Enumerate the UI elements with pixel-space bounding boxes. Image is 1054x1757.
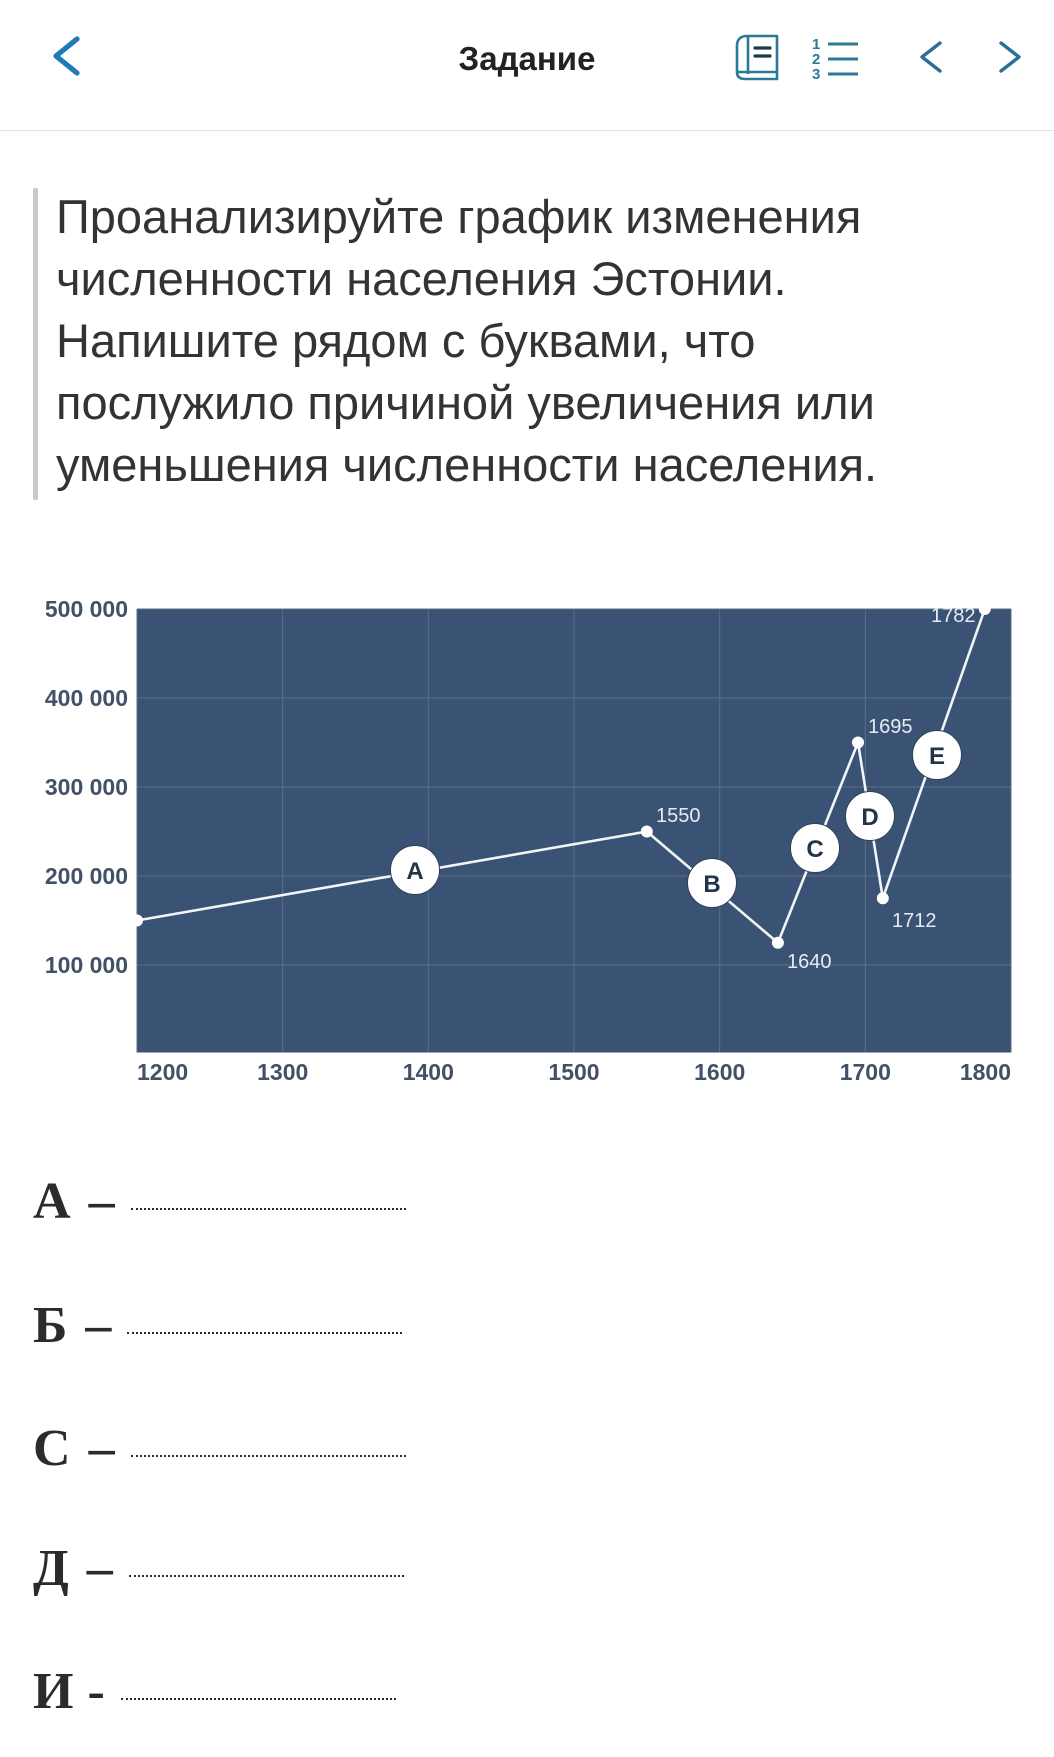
svg-text:1200: 1200: [137, 1059, 188, 1085]
svg-text:100 000: 100 000: [45, 952, 128, 978]
svg-text:1640: 1640: [787, 951, 832, 973]
svg-text:E: E: [929, 743, 945, 770]
svg-text:300 000: 300 000: [45, 774, 128, 800]
svg-text:1600: 1600: [694, 1059, 745, 1085]
svg-text:1712: 1712: [892, 910, 937, 932]
svg-text:1782: 1782: [931, 605, 976, 627]
svg-text:400 000: 400 000: [45, 685, 128, 711]
svg-text:500 000: 500 000: [45, 600, 128, 622]
svg-text:A: A: [406, 858, 423, 885]
svg-text:1400: 1400: [403, 1059, 454, 1085]
svg-text:1500: 1500: [548, 1059, 599, 1085]
svg-text:D: D: [861, 804, 878, 831]
svg-text:1695: 1695: [868, 716, 913, 738]
svg-text:1700: 1700: [840, 1059, 891, 1085]
svg-text:B: B: [703, 871, 720, 898]
svg-text:3: 3: [812, 66, 820, 80]
svg-text:1550: 1550: [656, 805, 701, 827]
svg-text:C: C: [806, 836, 823, 863]
svg-text:1300: 1300: [257, 1059, 308, 1085]
svg-text:1800: 1800: [960, 1059, 1011, 1085]
svg-text:200 000: 200 000: [45, 863, 128, 889]
